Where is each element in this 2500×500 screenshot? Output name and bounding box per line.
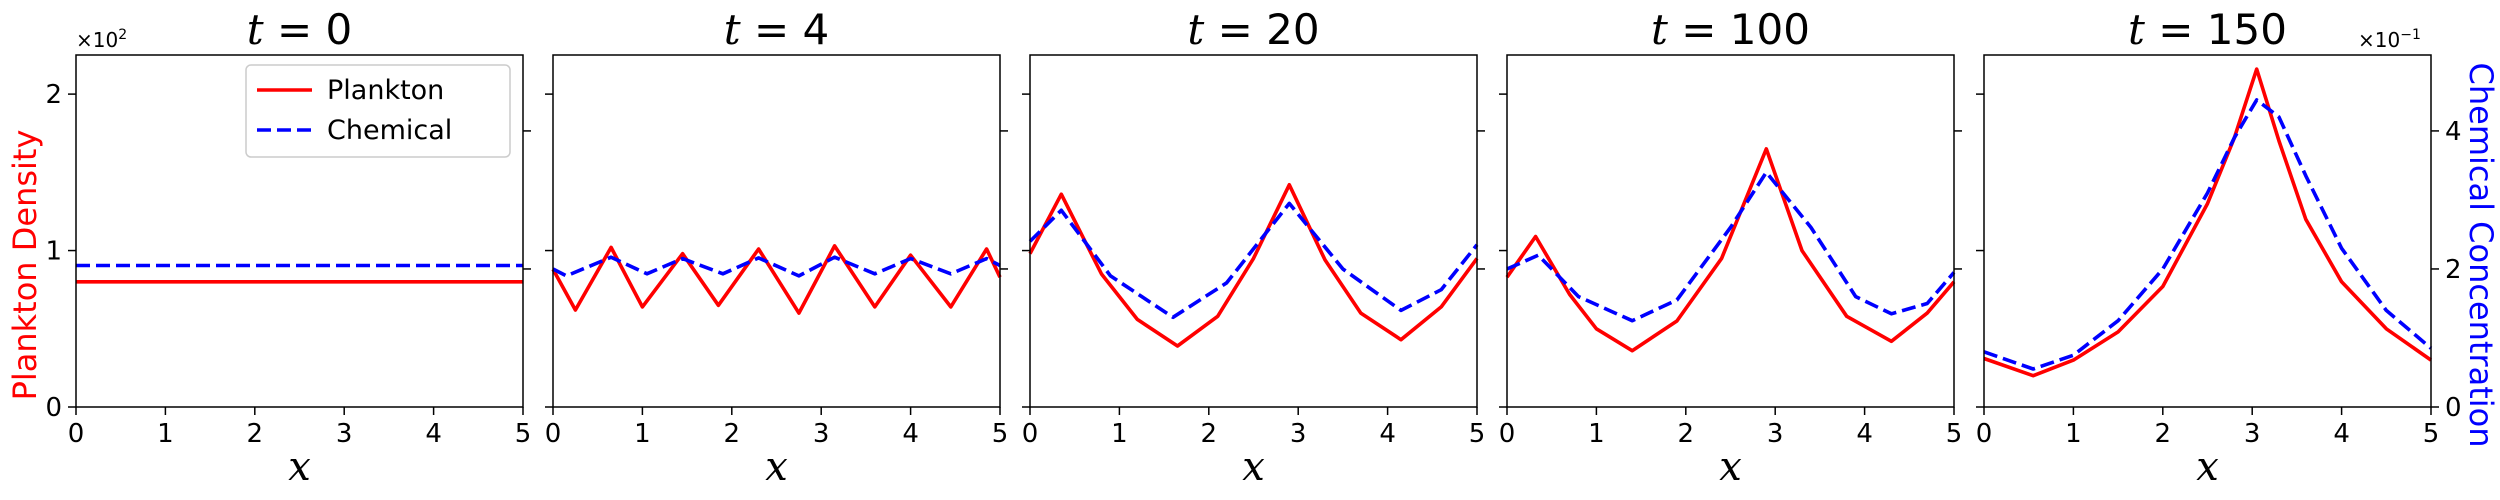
- left-y-axis-label: Plankton Density: [6, 130, 44, 401]
- y-tick-label-right: 2: [2445, 255, 2462, 285]
- x-tick-label: 3: [2244, 419, 2261, 449]
- right-offset-base: ×10: [2358, 28, 2400, 52]
- plot-frame: [75, 54, 524, 408]
- x-tick-label: 5: [1946, 419, 1963, 449]
- panel-title: t = 0: [247, 5, 353, 54]
- x-tick-label: 3: [813, 419, 830, 449]
- x-tick-label: 0: [1976, 419, 1993, 449]
- chemical-line-panel-2: [552, 255, 1001, 278]
- panel-title-variable: t: [1187, 5, 1204, 54]
- right-offset-exponent: −1: [2400, 27, 2421, 43]
- x-tick-label: 0: [1499, 419, 1516, 449]
- plot-frame: [1506, 54, 1955, 408]
- panel-title-variable: t: [2128, 5, 2145, 54]
- chemical-line-panel-3: [1028, 201, 1479, 320]
- x-tick-label: 4: [902, 419, 919, 449]
- x-tick-label: 2: [247, 419, 264, 449]
- x-tick-label: 0: [68, 419, 85, 449]
- x-tick-label: 1: [157, 419, 174, 449]
- panel-title-value: = 20: [1204, 5, 1319, 54]
- x-tick-label: 0: [545, 419, 562, 449]
- y-tick-label-left: 2: [45, 80, 62, 110]
- panel-2: 0 1 2 3 4 5 t = 4 x: [545, 5, 1009, 490]
- plot-frame: [1029, 54, 1478, 408]
- plankton-line-panel-5: [1983, 67, 2433, 378]
- panel-title: t = 4: [724, 5, 830, 54]
- plankton-line-panel-4: [1505, 147, 1956, 353]
- left-axis-offset: ×102: [76, 27, 127, 52]
- x-tick-label: 5: [515, 419, 532, 449]
- x-axis-label: x: [1242, 444, 1265, 490]
- legend-chemical-label: Chemical: [327, 115, 452, 146]
- left-offset-exponent: 2: [118, 27, 127, 43]
- y-tick-label-right: 4: [2445, 117, 2462, 147]
- right-y-axis-label: Chemical Concentration: [2462, 62, 2500, 447]
- plankton-line-panel-2: [551, 244, 1002, 315]
- chemical-line-panel-4: [1506, 170, 1956, 323]
- legend-box: [245, 64, 511, 158]
- x-tick-label: 3: [1290, 419, 1307, 449]
- right-axis-offset: ×10−1: [2358, 27, 2421, 52]
- panel-title: t = 100: [1651, 5, 1810, 54]
- x-tick-label: 1: [1588, 419, 1605, 449]
- y-tick-label-left: 1: [45, 237, 62, 267]
- x-tick-label: 5: [992, 419, 1009, 449]
- x-tick-label: 2: [1678, 419, 1695, 449]
- x-tick-label: 3: [1767, 419, 1784, 449]
- x-tick-label: 3: [336, 419, 353, 449]
- panel-title-value: = 100: [1668, 5, 1810, 54]
- x-tick-label: 5: [1469, 419, 1486, 449]
- panel-title: t = 150: [2128, 5, 2287, 54]
- panel-title: t = 20: [1187, 5, 1319, 54]
- x-tick-label: 2: [724, 419, 741, 449]
- x-axis-label: x: [765, 444, 788, 490]
- x-tick-label: 5: [2423, 419, 2440, 449]
- x-axis-label: x: [2196, 444, 2219, 490]
- panel-1: 0 1 2 3 4 5 0 1 2 t = 0 x: [45, 5, 531, 490]
- plot-frame: [1983, 54, 2432, 408]
- panel-4: 0 1 2 3 4 5 t = 100 x: [1499, 5, 1963, 490]
- x-tick-label: 4: [2333, 419, 2350, 449]
- panel-title-value: = 4: [741, 5, 830, 54]
- legend: Plankton Chemical: [245, 64, 511, 158]
- plankton-line-panel-3: [1028, 183, 1479, 348]
- x-tick-label: 2: [1201, 419, 1218, 449]
- x-tick-label: 0: [1022, 419, 1039, 449]
- panel-title-variable: t: [1651, 5, 1668, 54]
- panel-3: 0 1 2 3 4 5 t = 20 x: [1022, 5, 1486, 490]
- panel-title-value: = 0: [264, 5, 353, 54]
- x-axis-label: x: [288, 444, 311, 490]
- x-tick-label: 4: [1856, 419, 1873, 449]
- x-tick-label: 1: [634, 419, 651, 449]
- panel-title-value: = 150: [2145, 5, 2287, 54]
- chemical-line-panel-5: [1983, 98, 2433, 371]
- x-tick-label: 1: [1111, 419, 1128, 449]
- x-tick-label: 4: [1379, 419, 1396, 449]
- x-tick-label: 4: [425, 419, 442, 449]
- left-offset-base: ×10: [76, 28, 118, 52]
- plot-frame: [552, 54, 1001, 408]
- y-tick-label-left: 0: [45, 393, 62, 423]
- legend-plankton-label: Plankton: [327, 75, 444, 106]
- panel-title-variable: t: [724, 5, 741, 54]
- x-tick-label: 2: [2155, 419, 2172, 449]
- panel-title-variable: t: [247, 5, 264, 54]
- x-tick-label: 1: [2065, 419, 2082, 449]
- y-tick-label-right: 0: [2445, 393, 2462, 423]
- x-axis-label: x: [1719, 444, 1742, 490]
